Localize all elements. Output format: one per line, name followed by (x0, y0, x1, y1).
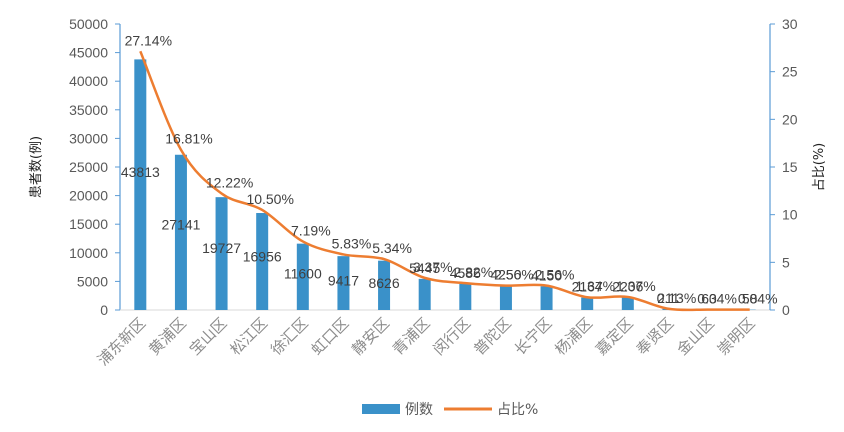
line-data-label: 1.34% (575, 278, 615, 294)
right-tick-label: 10 (782, 207, 798, 223)
line-data-label: 2.82% (453, 264, 493, 280)
bar-data-label: 211 (657, 290, 680, 306)
category-label: 嘉定区 (592, 314, 637, 359)
bar-data-label: 58 (742, 291, 758, 307)
category-label: 普陀区 (470, 314, 515, 359)
legend-label-bar: 例数 (405, 402, 433, 418)
left-tick-label: 20000 (69, 188, 108, 204)
bar-data-label: 4150 (531, 267, 562, 283)
bar (337, 256, 350, 310)
left-tick-label: 40000 (69, 73, 108, 89)
category-label: 青浦区 (389, 314, 434, 359)
category-label: 徐汇区 (267, 314, 312, 359)
line-data-label: 0.13% (657, 290, 697, 306)
bar (378, 260, 391, 310)
line-data-labels: 27.14% 16.81% 12.22%10.50% 7.19%5.83% 5.34%3… (125, 32, 778, 306)
line-data-label: 16.81% (165, 131, 212, 147)
legend-swatch-bar (362, 404, 400, 414)
x-axis-category-labels: 浦东新区黄浦区宝山区松江区徐汇区虹口区静安区青浦区闵行区普陀区长宁区杨浦区嘉定区… (94, 314, 759, 369)
category-label: 金山区 (673, 314, 718, 359)
bar-data-label: 19727 (202, 240, 241, 256)
right-tick-label: 30 (782, 16, 798, 32)
category-label: 杨浦区 (551, 314, 596, 359)
line-data-label: 5.34% (372, 240, 412, 256)
right-y-axis-title: 占比(%) (812, 143, 827, 192)
bar-data-label: 2206 (612, 278, 643, 294)
bar (174, 154, 187, 310)
line-data-label: 10.50% (246, 191, 293, 207)
bar-data-label: 11600 (284, 266, 322, 282)
bar-data-label: 9417 (328, 272, 359, 288)
right-y-axis: 0 5 10 15 20 25 30 (769, 16, 798, 318)
line-data-label: 12.22% (206, 175, 253, 191)
left-tick-label: 35000 (69, 102, 108, 118)
bar (418, 278, 431, 310)
bar (296, 243, 309, 310)
category-label: 静安区 (348, 314, 393, 359)
right-tick-label: 15 (782, 159, 798, 175)
line-data-label: 27.14% (125, 32, 172, 48)
right-tick-label: 20 (782, 111, 798, 127)
category-label: 松江区 (226, 314, 271, 359)
category-label: 宝山区 (186, 314, 231, 359)
category-label: 浦东新区 (94, 314, 149, 369)
bar-data-label: 4250 (490, 267, 521, 283)
category-label: 虹口区 (308, 314, 353, 359)
bar (256, 213, 269, 310)
bar (540, 286, 553, 310)
right-tick-label: 5 (782, 254, 790, 270)
bar (499, 285, 512, 310)
left-tick-label: 25000 (69, 159, 108, 175)
left-tick-label: 5000 (77, 273, 108, 289)
category-label: 黄浦区 (145, 314, 190, 359)
bar (134, 59, 147, 310)
bar (459, 283, 472, 310)
category-label: 崇明区 (714, 314, 759, 359)
line-path (139, 50, 750, 312)
left-tick-label: 10000 (69, 245, 108, 261)
left-y-axis-title: 患者数(例) (29, 136, 44, 198)
category-label: 闵行区 (430, 314, 475, 359)
bar (215, 197, 228, 310)
bar-series (134, 59, 756, 310)
line-data-label: 0.04% (738, 291, 778, 307)
bar-data-label: 27141 (161, 217, 200, 233)
legend-label-line: 占比% (497, 402, 538, 418)
left-tick-label: 45000 (69, 45, 108, 61)
bar (581, 297, 594, 310)
left-tick-label: 15000 (69, 216, 108, 232)
line-data-label: 5.83% (332, 235, 372, 251)
line-data-label: 7.19% (291, 222, 331, 238)
line-series (139, 50, 750, 312)
right-tick-label: 25 (782, 64, 798, 80)
left-tick-label: 50000 (69, 16, 108, 32)
legend: 例数 占比% (362, 402, 538, 418)
bar-data-label: 5445 (409, 260, 440, 276)
line-data-label: 2.56% (494, 267, 534, 283)
line-data-label: 3.37% (413, 259, 453, 275)
bar-data-label: 8626 (368, 275, 399, 291)
left-tick-label: 30000 (69, 130, 108, 146)
bar-data-label: 4586 (450, 265, 481, 281)
left-tick-label: 0 (100, 302, 108, 318)
line-data-label: 0.04% (697, 291, 737, 307)
category-label: 奉贤区 (633, 314, 678, 359)
bar-data-label: 2167 (572, 279, 603, 295)
bar-data-label: 16956 (243, 249, 282, 265)
right-tick-label: 0 (782, 302, 790, 318)
left-y-axis: 0 5000 10000 15000 20000 25000 30000 35000 40000… (69, 16, 770, 318)
line-data-label: 2.56% (535, 267, 575, 283)
bar (621, 297, 634, 310)
bar-data-label: 63 (701, 291, 717, 307)
category-label: 长宁区 (511, 314, 556, 359)
line-data-label: 1.37% (616, 278, 656, 294)
bar-data-label: 43813 (121, 164, 160, 180)
